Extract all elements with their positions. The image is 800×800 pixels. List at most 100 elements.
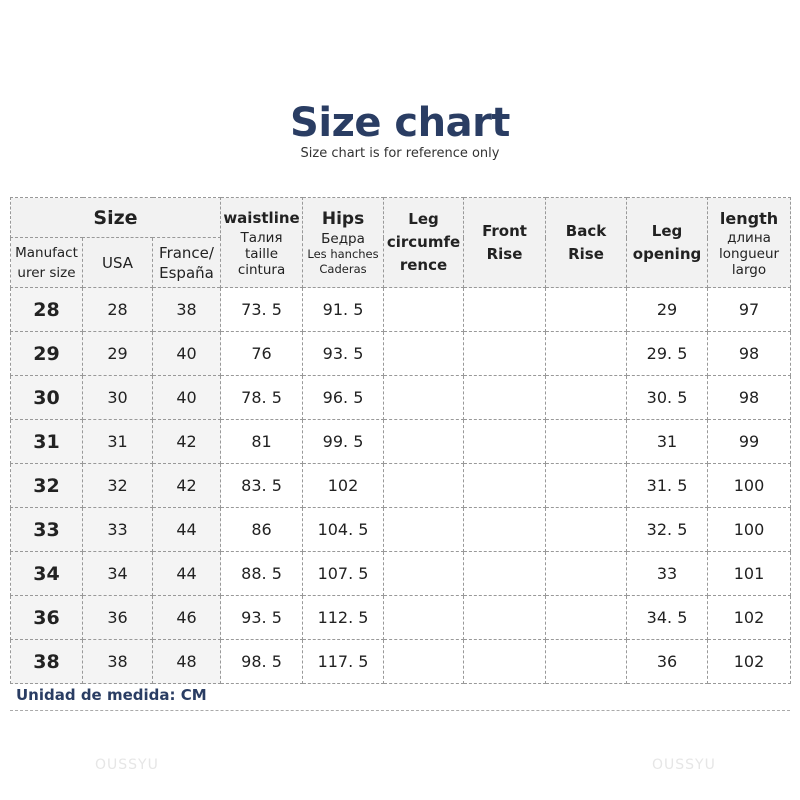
table-cell <box>383 419 465 464</box>
table-cell: 33 <box>82 507 153 552</box>
table-cell: 38 <box>82 639 153 684</box>
table-cell: 98. 5 <box>220 639 304 684</box>
table-cell: 36 <box>10 595 83 640</box>
size-chart-table: Size waistline Талия taille cintura Hips… <box>9 197 792 684</box>
table-cell <box>545 287 628 332</box>
table-cell <box>463 331 547 376</box>
table-cell: 31. 5 <box>626 463 709 508</box>
divider <box>10 710 790 711</box>
header-back-rise: Back Rise <box>545 197 628 288</box>
table-cell: 93. 5 <box>220 595 304 640</box>
table-cell: 32. 5 <box>626 507 709 552</box>
page-subtitle: Size chart is for reference only <box>300 146 500 161</box>
table-row: 28 28 38 73. 5 91. 5 29 97 <box>10 287 792 332</box>
hips-ru: Бедра <box>321 231 365 247</box>
label-line: Leg <box>408 210 439 228</box>
label-line: Back <box>565 221 607 240</box>
table-cell: 36 <box>82 595 153 640</box>
table-cell: 97 <box>707 287 792 332</box>
length-ru: длина <box>727 230 771 246</box>
label-line: Manufact <box>15 244 78 261</box>
label-line: Rise <box>568 244 604 263</box>
hips-fr: Les hanches <box>307 247 379 261</box>
header-size: Size <box>9 197 222 238</box>
table-cell: 86 <box>220 507 304 552</box>
table-cell: 99. 5 <box>302 419 385 464</box>
table-cell <box>545 507 628 552</box>
table-cell: 91. 5 <box>302 287 385 332</box>
table-cell: 81 <box>220 419 304 464</box>
table-cell: 96. 5 <box>302 375 385 420</box>
waistline-ru: Талия <box>240 230 283 246</box>
table-cell: 31 <box>10 419 83 464</box>
table-cell: 76 <box>220 331 304 376</box>
table-cell: 46 <box>151 595 222 640</box>
table-cell <box>383 375 465 420</box>
table-cell: 83. 5 <box>220 463 304 508</box>
table-cell <box>545 639 628 684</box>
label-line: Leg <box>651 221 683 240</box>
table-cell <box>383 331 465 376</box>
label-line: circumfe <box>386 233 461 251</box>
table-cell: 28 <box>10 287 83 332</box>
table-cell: 107. 5 <box>302 551 385 596</box>
table-cell: 40 <box>151 375 222 420</box>
table-cell: 48 <box>151 639 222 684</box>
waistline-label: waistline <box>223 209 300 227</box>
table-cell <box>463 507 547 552</box>
table-cell: 42 <box>151 419 222 464</box>
table-cell <box>463 551 547 596</box>
table-cell: 38 <box>151 287 222 332</box>
table-cell: 102 <box>302 463 385 508</box>
table-cell: 78. 5 <box>220 375 304 420</box>
table-row: 36 36 46 93. 5 112. 5 34. 5 102 <box>10 595 792 640</box>
label-line: urer size <box>17 264 76 281</box>
label-line: Front <box>482 221 527 240</box>
table-cell <box>463 375 547 420</box>
header-hips: Hips Бедра Les hanches Caderas <box>302 197 385 288</box>
table-cell: 30 <box>82 375 153 420</box>
header-usa: USA <box>82 237 153 288</box>
table-cell: 100 <box>707 507 792 552</box>
table-cell <box>463 639 547 684</box>
waistline-es: cintura <box>237 262 286 278</box>
table-cell: 34 <box>82 551 153 596</box>
table-row: 33 33 44 86 104. 5 32. 5 100 <box>10 507 792 552</box>
table-cell: 30 <box>10 375 83 420</box>
length-label: length <box>719 209 779 228</box>
table-cell: 32 <box>82 463 153 508</box>
table-row: 34 34 44 88. 5 107. 5 33 101 <box>10 551 792 596</box>
table-row: 31 31 42 81 99. 5 31 99 <box>10 419 792 464</box>
table-cell: 102 <box>707 639 792 684</box>
table-cell: 34 <box>10 551 83 596</box>
table-row: 30 30 40 78. 5 96. 5 30. 5 98 <box>10 375 792 420</box>
waistline-fr: taille <box>244 246 279 262</box>
table-cell <box>383 463 465 508</box>
table-cell: 104. 5 <box>302 507 385 552</box>
unit-note: Unidad de medida: CM <box>16 686 207 704</box>
table-cell <box>545 419 628 464</box>
label-line: España <box>159 263 214 282</box>
table-cell: 40 <box>151 331 222 376</box>
table-cell: 29 <box>626 287 709 332</box>
table-cell: 42 <box>151 463 222 508</box>
page-title: Size chart <box>290 100 510 146</box>
table-cell: 112. 5 <box>302 595 385 640</box>
table-cell: 34. 5 <box>626 595 709 640</box>
watermark: OUSSYU <box>95 757 159 773</box>
table-cell <box>383 551 465 596</box>
table-cell: 98 <box>707 331 792 376</box>
table-cell: 93. 5 <box>302 331 385 376</box>
header-leg-opening: Leg opening <box>626 197 709 288</box>
table-cell <box>463 595 547 640</box>
table-cell: 99 <box>707 419 792 464</box>
label-line: opening <box>632 244 702 263</box>
table-cell <box>545 463 628 508</box>
header-manufacturer-size: Manufact urer size <box>10 237 83 288</box>
table-cell: 29 <box>82 331 153 376</box>
table-cell <box>383 507 465 552</box>
table-cell <box>383 639 465 684</box>
label-line: Rise <box>486 244 523 263</box>
watermark: OUSSYU <box>652 757 716 773</box>
length-fr: longueur <box>718 246 780 262</box>
